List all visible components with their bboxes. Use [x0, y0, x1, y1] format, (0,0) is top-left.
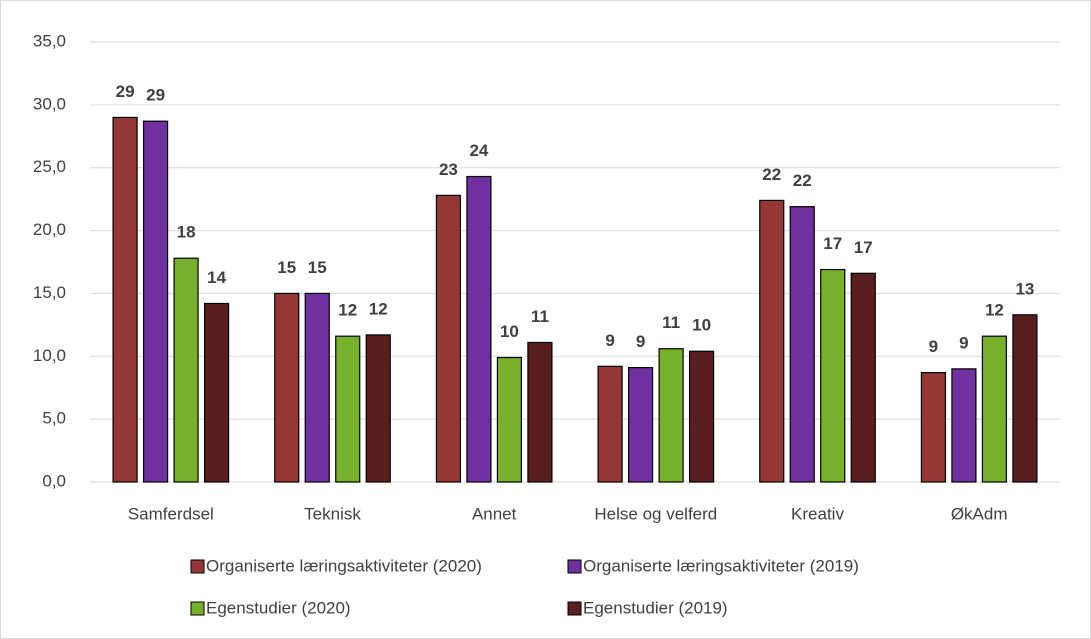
legend-swatch — [190, 559, 205, 574]
bar — [820, 268, 846, 483]
bar — [688, 350, 715, 483]
bar — [627, 367, 654, 483]
bar — [658, 348, 684, 483]
data-label: 24 — [469, 141, 488, 160]
y-tick-label: 35,0 — [33, 31, 66, 50]
legend-swatch — [567, 601, 582, 616]
bar — [981, 335, 1008, 483]
y-tick-label: 10,0 — [33, 346, 66, 365]
data-label: 9 — [959, 333, 968, 352]
bar — [850, 272, 876, 483]
data-label: 12 — [985, 301, 1004, 320]
x-tick-label: Helse og velferd — [594, 504, 717, 523]
y-tick-label: 15,0 — [33, 283, 66, 302]
data-label: 13 — [1015, 279, 1034, 298]
legend-label: Organiserte læringsaktiviteter (2020) — [206, 556, 482, 575]
data-label: 17 — [854, 238, 873, 257]
bar — [112, 116, 138, 483]
data-label: 14 — [207, 268, 226, 287]
data-label: 11 — [531, 307, 549, 326]
y-tick-label: 0,0 — [42, 471, 66, 490]
data-label: 15 — [277, 258, 296, 277]
bar — [789, 206, 815, 483]
data-label: 17 — [823, 234, 842, 253]
data-label: 29 — [116, 82, 135, 101]
x-tick-label: Teknisk — [304, 504, 361, 523]
bar — [435, 194, 462, 483]
data-label: 10 — [500, 322, 519, 341]
data-label: 9 — [605, 331, 614, 350]
bar — [759, 199, 785, 483]
data-label: 29 — [146, 86, 165, 105]
data-label: 12 — [338, 301, 357, 320]
data-label: 9 — [636, 332, 645, 351]
data-label: 22 — [793, 171, 812, 190]
data-label: 12 — [369, 299, 388, 318]
x-tick-label: Samferdsel — [128, 504, 214, 523]
bar — [466, 175, 492, 483]
x-tick-label: ØkAdm — [951, 504, 1008, 523]
bar — [173, 257, 199, 483]
data-label: 23 — [439, 160, 458, 179]
legend-label: Egenstudier (2019) — [583, 598, 728, 617]
legend-swatch — [190, 601, 205, 616]
bar — [527, 341, 553, 483]
bar — [203, 302, 230, 483]
bar — [920, 372, 947, 483]
legend-swatch — [567, 559, 582, 574]
data-label: 9 — [929, 337, 938, 356]
data-label: 22 — [762, 165, 781, 184]
bar — [335, 335, 361, 483]
y-tick-label: 30,0 — [33, 94, 66, 113]
y-tick-label: 5,0 — [42, 409, 66, 428]
data-label: 18 — [177, 223, 196, 242]
data-label: 15 — [308, 258, 327, 277]
y-tick-label: 20,0 — [33, 220, 66, 239]
bar — [597, 365, 623, 483]
bar — [1012, 314, 1038, 483]
x-tick-label: Kreativ — [791, 504, 844, 523]
bar — [274, 292, 300, 483]
data-label: 11 — [662, 313, 680, 332]
legend-label: Egenstudier (2020) — [206, 598, 351, 617]
bar — [304, 292, 330, 483]
legend-label: Organiserte læringsaktiviteter (2019) — [583, 556, 859, 575]
bar — [496, 356, 523, 483]
y-tick-label: 25,0 — [33, 157, 66, 176]
bar — [951, 368, 977, 483]
bar — [142, 120, 169, 483]
data-label: 10 — [692, 316, 711, 335]
bar — [365, 334, 391, 483]
x-tick-label: Annet — [472, 504, 517, 523]
